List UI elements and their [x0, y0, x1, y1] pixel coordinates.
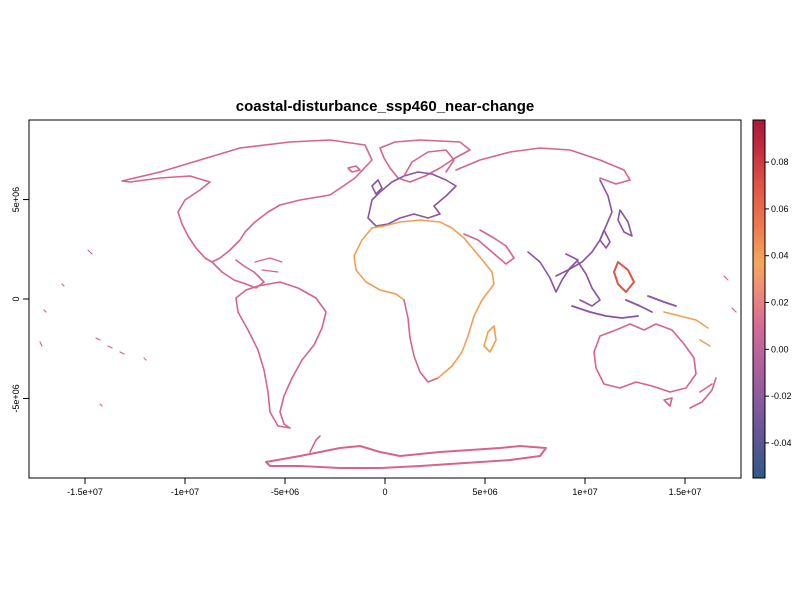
x-tick-label: 1.5e+07 — [669, 487, 702, 497]
y-axis: 5e+06 0 -5e+06 — [11, 187, 29, 413]
coastline-siberia — [455, 147, 631, 185]
coastline-africa-southwest — [403, 299, 439, 383]
map-title: coastal-disturbance_ssp460_near-change — [235, 98, 535, 115]
coastline-caribbean — [254, 257, 283, 273]
coastline-layer — [39, 139, 737, 469]
x-tick-label: 0 — [382, 487, 387, 497]
coastline-scandinavia — [403, 149, 455, 177]
legend-tick-label: 0.04 — [771, 251, 789, 261]
coastline-australia — [593, 323, 697, 393]
x-tick-label: 5e+06 — [472, 487, 497, 497]
coastline-greenland — [379, 139, 471, 183]
color-legend: 0.08 0.06 0.04 0.02 0.00 -0.02 -0.04 — [752, 119, 792, 479]
coastline-madagascar — [483, 325, 497, 353]
coastline-europe — [367, 171, 457, 227]
legend-tick-label: 0.08 — [771, 157, 789, 167]
x-tick-label: -5e+06 — [271, 487, 299, 497]
legend-ticks: 0.08 0.06 0.04 0.02 0.00 -0.02 -0.04 — [765, 157, 792, 448]
coastline-new-zealand — [689, 377, 717, 409]
y-tick-label: -5e+06 — [11, 384, 21, 412]
x-axis: -1.5e+07 -1e+07 -5e+06 0 5e+06 1e+07 1.5e+07 — [67, 478, 701, 497]
coastline-tasmania — [663, 397, 673, 407]
y-tick-label: 0 — [11, 296, 21, 301]
coastline-korea — [599, 229, 611, 249]
coastline-africa-west — [353, 227, 405, 301]
y-tick-label: 5e+06 — [11, 187, 21, 212]
coastline-japan — [617, 209, 633, 237]
legend-tick-label: -0.04 — [771, 438, 792, 448]
coastline-antarctic-peninsula — [309, 435, 321, 453]
coastline-new-guinea — [663, 311, 711, 347]
coastline-antarctica — [265, 445, 547, 469]
legend-tick-label: 0.02 — [771, 298, 789, 308]
coastline-south-america — [235, 281, 327, 429]
legend-tick-label: 0.06 — [771, 204, 789, 214]
x-tick-label: -1e+07 — [171, 487, 199, 497]
coastline-southeast-asia — [577, 261, 601, 307]
x-tick-label: 1e+07 — [572, 487, 597, 497]
x-tick-label: -1.5e+07 — [67, 487, 103, 497]
plot-frame — [28, 119, 742, 479]
coastline-iceland — [347, 165, 361, 173]
coastline-philippines — [613, 261, 635, 293]
coastline-africa-east — [371, 219, 495, 379]
legend-tick-label: 0.00 — [771, 344, 789, 354]
coastline-north-america — [121, 139, 373, 263]
legend-tick-label: -0.02 — [771, 391, 792, 401]
coastline-britain — [371, 179, 383, 195]
coastline-east-asia — [555, 179, 613, 277]
coastline-arabia — [463, 229, 515, 265]
color-bar — [752, 119, 766, 479]
coastline-central-america — [211, 259, 265, 289]
coastline-indonesia — [571, 295, 677, 319]
coastline-pacific-islands — [39, 249, 737, 407]
coastline-india — [527, 251, 579, 293]
